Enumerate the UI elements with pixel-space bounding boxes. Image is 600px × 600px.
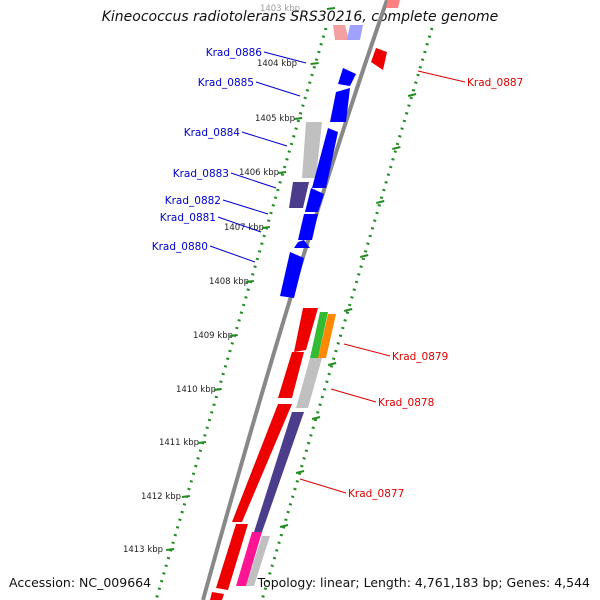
gene-faded bbox=[386, 0, 400, 8]
gene-label: Krad_0879 bbox=[392, 351, 448, 363]
gene-label: Krad_0886 bbox=[206, 47, 263, 59]
scale-dotted-line-right bbox=[260, 27, 434, 600]
kbp-tick-mark bbox=[245, 280, 254, 283]
gene-label: Krad_0887 bbox=[467, 77, 523, 89]
gene-krad-0883 bbox=[289, 182, 309, 208]
gene-leader-line bbox=[417, 70, 466, 83]
accession-label: Accession: NC_009664 bbox=[9, 575, 152, 590]
gene-leader-line bbox=[343, 343, 391, 357]
gene-krad-0877 bbox=[254, 412, 304, 532]
gene-red bbox=[210, 592, 224, 600]
genome-title: Kineococcus radiotolerans SRS30216, comp… bbox=[101, 9, 499, 25]
scale-tick-right bbox=[311, 416, 321, 420]
gene-green bbox=[310, 312, 328, 358]
scale-tick-right bbox=[407, 93, 417, 97]
kbp-tick-mark bbox=[229, 334, 238, 337]
scale-tick-right bbox=[295, 470, 305, 474]
kbp-tick-label: 1405 kbp bbox=[255, 114, 295, 124]
kbp-tick-mark bbox=[181, 495, 191, 498]
scale-tick-right bbox=[359, 254, 369, 258]
gene-label: Krad_0885 bbox=[198, 77, 254, 89]
kbp-tick-mark bbox=[326, 7, 336, 10]
gene-label: Krad_0877 bbox=[348, 488, 404, 500]
kbp-tick-mark bbox=[278, 171, 287, 174]
gene-grey bbox=[302, 122, 322, 178]
gene-krad-0886 bbox=[338, 68, 356, 86]
gene-leader-line bbox=[209, 245, 256, 263]
gene-leader-line bbox=[241, 131, 288, 147]
gene-label: Krad_0878 bbox=[378, 397, 434, 409]
gene-leader-line bbox=[330, 388, 377, 403]
gene-pink bbox=[236, 532, 262, 586]
gene-grey bbox=[246, 536, 270, 586]
kbp-tick-mark bbox=[166, 548, 175, 551]
kbp-tick-label: 1408 kbp bbox=[209, 277, 249, 287]
gene-krad-0887 bbox=[371, 48, 387, 70]
scale-tick-right bbox=[279, 524, 289, 528]
gene-krad-0882 bbox=[305, 188, 324, 212]
gene-leader-line bbox=[217, 216, 262, 233]
gene-leader-line bbox=[299, 478, 347, 494]
gene-krad-0881 bbox=[298, 214, 318, 240]
gene-krad-0884 bbox=[312, 128, 338, 188]
kbp-tick-mark bbox=[294, 117, 303, 120]
gene-small bbox=[294, 240, 310, 248]
gene-krad-0880 bbox=[280, 252, 304, 298]
topology-label: Topology: linear; Length: 4,761,183 bp; … bbox=[257, 575, 590, 590]
gene-red bbox=[278, 352, 304, 398]
scale-tick-right bbox=[392, 146, 401, 150]
kbp-tick-label: 1411 kbp bbox=[159, 438, 199, 448]
gene-faded bbox=[333, 25, 349, 40]
gene-label: Krad_0883 bbox=[173, 168, 229, 180]
gene-krad-0878 bbox=[296, 358, 322, 408]
scale-dotted-line-left bbox=[154, 27, 328, 600]
gene-label: Krad_0882 bbox=[165, 195, 221, 207]
kbp-tick-label: 1404 kbp bbox=[257, 59, 297, 69]
kbp-tick-label: 1413 kbp bbox=[123, 545, 163, 555]
gene-krad-0879 bbox=[318, 314, 336, 358]
kbp-tick-label: 1412 kbp bbox=[141, 492, 181, 502]
gene-krad-0885 bbox=[330, 88, 350, 122]
scale-tick-right bbox=[376, 200, 385, 204]
kbp-tick-mark bbox=[261, 226, 270, 229]
gene-label: Krad_0880 bbox=[152, 241, 208, 253]
gene-leader-line bbox=[263, 51, 307, 64]
kbp-tick-label: 1406 kbp bbox=[239, 168, 279, 178]
scale-tick-right bbox=[327, 362, 337, 366]
kbp-tick-mark bbox=[310, 62, 319, 65]
gene-red bbox=[216, 524, 248, 590]
scale-tick-right bbox=[343, 308, 353, 312]
kbp-tick-label: 1410 kbp bbox=[176, 385, 216, 395]
gene-leader-line bbox=[230, 172, 277, 189]
kbp-tick-mark bbox=[197, 441, 207, 444]
kbp-tick-label: 1403 kbp bbox=[260, 4, 300, 14]
gene-red bbox=[232, 404, 292, 522]
kbp-tick-mark bbox=[213, 388, 222, 391]
genome-backbone bbox=[201, 0, 389, 600]
gene-label: Krad_0881 bbox=[160, 212, 216, 224]
gene-leader-line bbox=[255, 81, 301, 97]
gene-label: Krad_0884 bbox=[184, 127, 241, 139]
gene-red bbox=[294, 308, 318, 352]
gene-leader-line bbox=[222, 199, 269, 215]
kbp-tick-label: 1407 kbp bbox=[224, 223, 264, 233]
kbp-tick-label: 1409 kbp bbox=[193, 331, 233, 341]
gene-faded bbox=[347, 25, 363, 40]
